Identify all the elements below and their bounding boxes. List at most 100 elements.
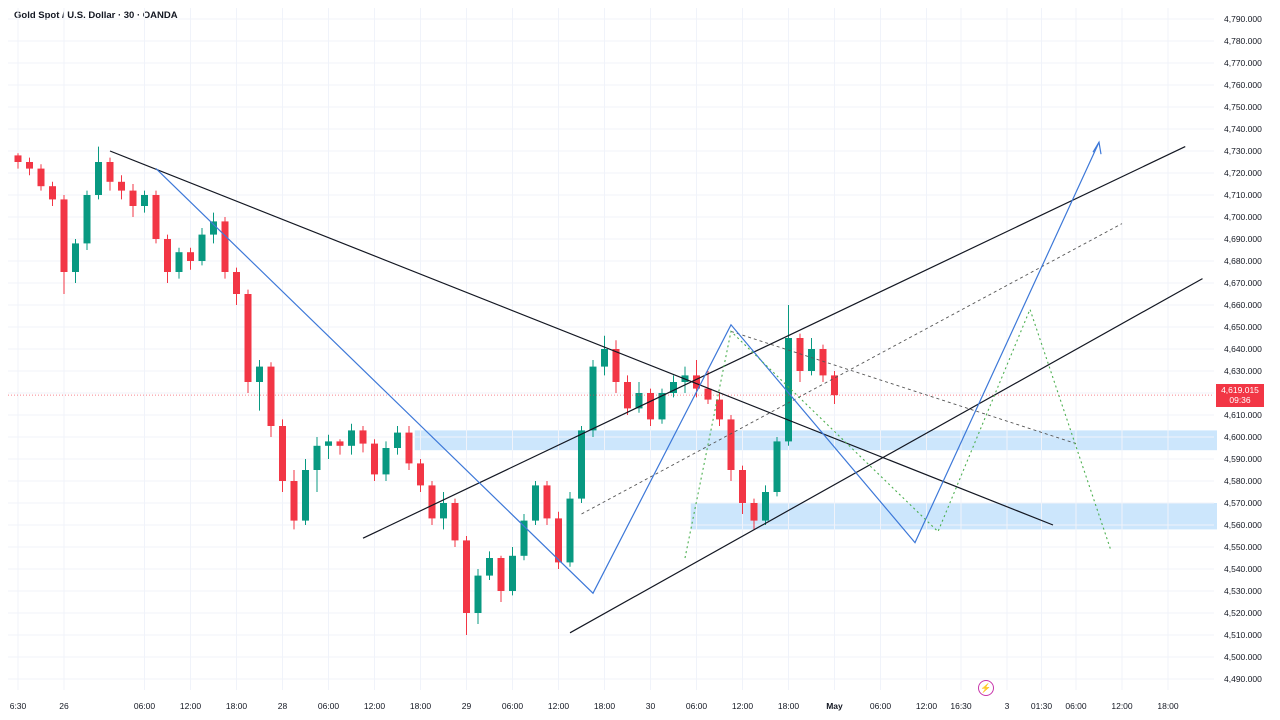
candle-body bbox=[210, 221, 217, 235]
candle-body bbox=[348, 430, 355, 446]
bar-countdown: 09:36 bbox=[1229, 395, 1251, 406]
candle-body bbox=[60, 199, 68, 272]
candle-body bbox=[497, 558, 505, 591]
candle-body bbox=[141, 195, 148, 206]
candle-body bbox=[428, 485, 436, 519]
y-tick-label: 4,690.000 bbox=[1224, 234, 1262, 244]
candle-body bbox=[520, 520, 528, 556]
candle-body bbox=[808, 349, 815, 371]
candle-body bbox=[417, 463, 424, 486]
candle-body bbox=[187, 252, 194, 261]
downtrend-line bbox=[109, 150, 1054, 526]
candle-body bbox=[49, 186, 56, 200]
x-tick-label: 26 bbox=[59, 701, 69, 711]
y-tick-label: 4,600.000 bbox=[1224, 432, 1262, 442]
candle-body bbox=[831, 375, 838, 396]
x-tick-label: 12:00 bbox=[364, 701, 386, 711]
y-tick-label: 4,550.000 bbox=[1224, 542, 1262, 552]
x-tick-label: 06:00 bbox=[502, 701, 524, 711]
x-tick-label: 06:00 bbox=[870, 701, 892, 711]
price-axis: 4,790.000 4,780.000 4,770.000 4,760.000 4,75… bbox=[1224, 14, 1262, 684]
x-tick-label: 01:30 bbox=[1031, 701, 1053, 711]
x-tick-label: 18:00 bbox=[1157, 701, 1179, 711]
y-tick-label: 4,750.000 bbox=[1224, 102, 1262, 112]
candle-body bbox=[716, 399, 723, 420]
candle-body bbox=[739, 470, 746, 503]
candle-body bbox=[129, 190, 137, 206]
x-tick-label: 28 bbox=[278, 701, 288, 711]
y-tick-label: 4,540.000 bbox=[1224, 564, 1262, 574]
x-tick-label: 12:00 bbox=[180, 701, 202, 711]
candle-body bbox=[37, 168, 45, 187]
y-tick-label: 4,610.000 bbox=[1224, 410, 1262, 420]
x-tick-label: 06:00 bbox=[318, 701, 340, 711]
candle-body bbox=[440, 503, 447, 519]
x-tick-label: 29 bbox=[462, 701, 472, 711]
candle-body bbox=[14, 155, 22, 162]
candle-body bbox=[762, 492, 769, 521]
candle-body bbox=[371, 443, 378, 475]
time-axis: 6:30 26 06:00 12:00 18:00 28 06:00 12:00 18:00 29… bbox=[10, 701, 1179, 711]
y-tick-label: 4,630.000 bbox=[1224, 366, 1262, 376]
x-tick-label: 18:00 bbox=[778, 701, 800, 711]
candle-body bbox=[635, 393, 643, 409]
candle-body bbox=[95, 162, 102, 195]
candle-body bbox=[405, 432, 413, 464]
candle-body bbox=[555, 518, 562, 563]
y-tick-label: 4,520.000 bbox=[1224, 608, 1262, 618]
y-tick-label: 4,580.000 bbox=[1224, 476, 1262, 486]
blue-zigzag-projection bbox=[155, 141, 1100, 595]
candle-body bbox=[474, 575, 482, 613]
x-tick-label: 12:00 bbox=[916, 701, 938, 711]
x-tick-label: May bbox=[826, 701, 843, 711]
y-tick-label: 4,780.000 bbox=[1224, 36, 1262, 46]
y-tick-label: 4,680.000 bbox=[1224, 256, 1262, 266]
candle-body bbox=[198, 234, 206, 261]
y-tick-label: 4,500.000 bbox=[1224, 652, 1262, 662]
x-tick-label: 18:00 bbox=[410, 701, 432, 711]
candle-body bbox=[451, 503, 459, 541]
candle-body bbox=[796, 338, 804, 371]
x-tick-label: 16:30 bbox=[950, 701, 972, 711]
x-tick-label: 12:00 bbox=[732, 701, 754, 711]
y-tick-label: 4,640.000 bbox=[1224, 344, 1262, 354]
candle-series bbox=[8, 146, 1214, 635]
current-price-value: 4,619.015 bbox=[1221, 385, 1259, 396]
candle-body bbox=[727, 419, 735, 470]
price-zone bbox=[414, 430, 1217, 451]
candle-body bbox=[486, 558, 493, 576]
candle-body bbox=[313, 445, 321, 470]
y-tick-label: 4,670.000 bbox=[1224, 278, 1262, 288]
candle-body bbox=[382, 448, 390, 475]
y-tick-label: 4,650.000 bbox=[1224, 322, 1262, 332]
candle-body bbox=[532, 485, 539, 521]
x-tick-label: 18:00 bbox=[226, 701, 248, 711]
candle-body bbox=[566, 498, 574, 563]
candle-body bbox=[290, 481, 298, 521]
candle-body bbox=[72, 243, 79, 272]
y-tick-label: 4,590.000 bbox=[1224, 454, 1262, 464]
candle-body bbox=[394, 432, 401, 448]
candle-body bbox=[647, 393, 654, 420]
y-tick-label: 4,710.000 bbox=[1224, 190, 1262, 200]
y-tick-label: 4,730.000 bbox=[1224, 146, 1262, 156]
candle-body bbox=[267, 366, 275, 426]
candle-body bbox=[704, 388, 712, 400]
candle-body bbox=[463, 540, 470, 613]
candle-body bbox=[359, 430, 367, 444]
candle-body bbox=[750, 503, 758, 521]
y-tick-label: 4,720.000 bbox=[1224, 168, 1262, 178]
channel-mid-dashed-line bbox=[581, 223, 1123, 515]
candle-body bbox=[624, 382, 631, 409]
candle-body bbox=[601, 349, 608, 367]
lightning-icon[interactable]: ⚡ bbox=[978, 680, 994, 696]
candle-body bbox=[83, 195, 91, 244]
y-tick-label: 4,560.000 bbox=[1224, 520, 1262, 530]
y-tick-label: 4,570.000 bbox=[1224, 498, 1262, 508]
candle-body bbox=[152, 195, 160, 239]
channel-upper-line bbox=[362, 146, 1186, 539]
y-tick-label: 4,660.000 bbox=[1224, 300, 1262, 310]
candle-body bbox=[612, 349, 620, 382]
x-tick-label: 18:00 bbox=[594, 701, 616, 711]
